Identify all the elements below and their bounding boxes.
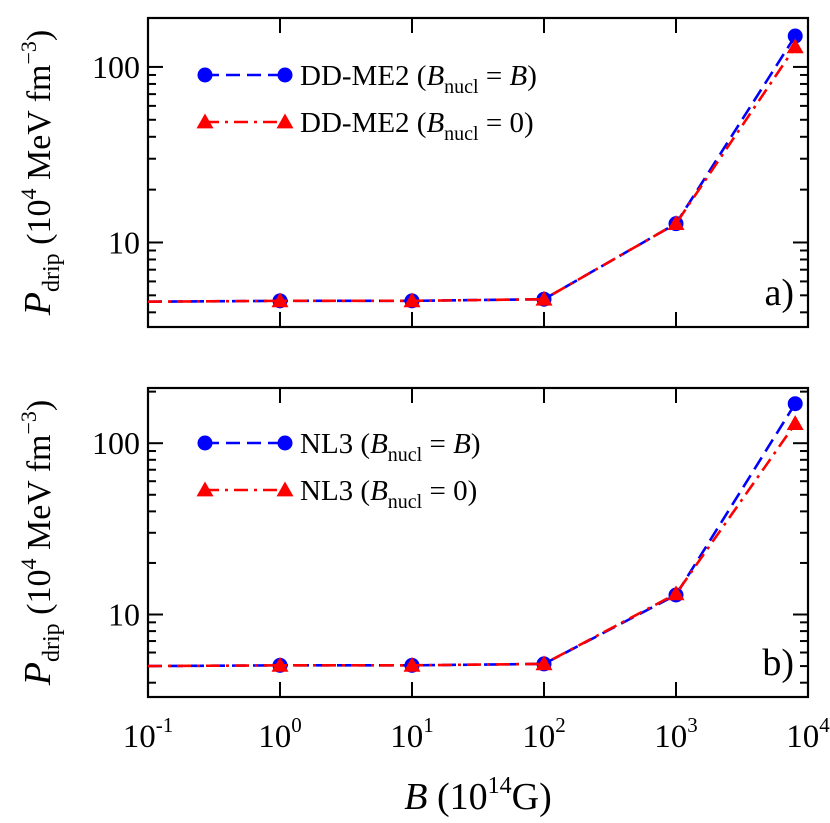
legend-entry: DD-ME2 (Bnucl = B) [197,60,537,98]
x-tick-label: 104 [786,713,830,755]
y-tick-label: 100 [92,425,140,461]
data-point-triangle [271,656,289,672]
data-point-triangle [403,292,421,308]
legend-entry: NL3 (Bnucl = B) [197,428,480,466]
legend-marker-triangle [196,481,214,497]
legend-label: NL3 (Bnucl = 0) [300,475,477,513]
series-blue-circles [147,28,803,309]
legend-marker-triangle [196,113,214,129]
data-point-triangle [535,655,553,671]
series-line [147,35,797,303]
series-red-triangles [147,415,804,672]
data-point-circle [787,396,803,412]
y-tick-label: 10 [108,224,140,260]
series-line [147,403,797,668]
legend-marker-circle [197,435,213,451]
plot-frame [146,16,810,329]
legend-label: DD-ME2 (Bnucl = B) [300,60,537,98]
legend-entry: NL3 (Bnucl = 0) [196,475,477,513]
y-axis-label: Pdrip (104 MeV fm−3) [16,400,65,687]
y-tick-label: 10 [108,597,140,633]
data-point-triangle [535,290,553,306]
x-tick-label: 102 [522,713,566,755]
panel-label: b) [762,642,794,684]
data-point-circle [787,28,803,44]
legend-marker-circle [277,435,293,451]
panel-a: 10 100 DD-ME2 (Bnucl = B) DD-ME2 (Bnucl = 0… [16,16,810,329]
x-tick-label: 10-1 [123,713,174,755]
data-point-triangle [786,38,804,54]
legend-label: NL3 (Bnucl = B) [300,428,480,466]
axis-ticks [147,388,809,697]
legend-marker-triangle [276,113,294,129]
legend-entry: DD-ME2 (Bnucl = 0) [196,107,534,145]
series-red-triangles [147,38,804,308]
data-point-triangle [271,292,289,308]
data-point-triangle [403,656,421,672]
x-axis-label: B (1014G) [404,773,551,818]
x-tick-label: 101 [390,713,434,755]
data-point-triangle [667,585,685,601]
y-tick-label: 100 [92,49,140,85]
data-point-triangle [786,415,804,431]
y-axis-label: Pdrip (104 MeV fm−3) [16,30,65,317]
series-line [147,46,797,303]
panel-label: a) [764,272,794,314]
x-tick-label: 100 [258,713,302,755]
series-line [147,422,797,668]
x-tick-label: 103 [654,713,698,755]
legend: NL3 (Bnucl = B) NL3 (Bnucl = 0) [196,428,480,513]
legend-marker-circle [197,67,213,83]
plot-frame [146,386,810,699]
legend-marker-circle [277,67,293,83]
legend-label: DD-ME2 (Bnucl = 0) [300,107,534,145]
legend-marker-triangle [276,481,294,497]
axis-ticks [147,18,809,327]
data-point-triangle [667,215,685,231]
legend: DD-ME2 (Bnucl = B) DD-ME2 (Bnucl = 0) [196,60,537,145]
